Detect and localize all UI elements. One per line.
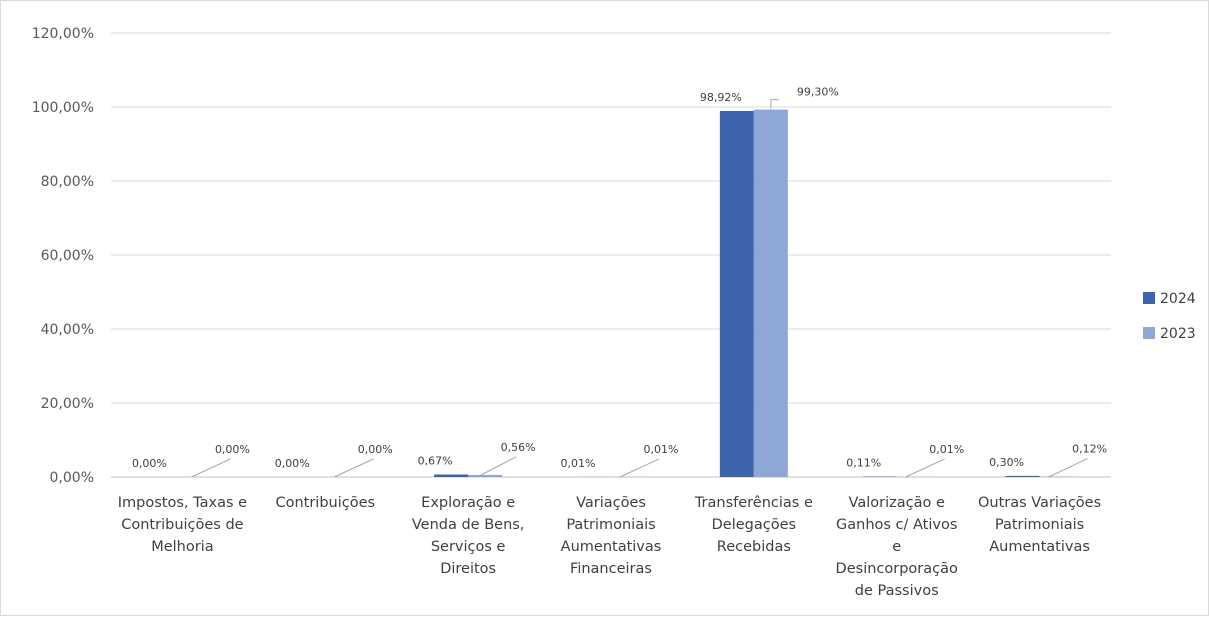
legend-label-2023[interactable]: 2023	[1160, 326, 1196, 342]
data-label-2023-0: 0,00%	[215, 443, 250, 456]
x-category-label-line: Recebidas	[717, 539, 791, 555]
x-category-label-line: e	[892, 539, 901, 555]
y-tick-label: 40,00%	[41, 322, 94, 338]
bar-2023-2[interactable]	[468, 475, 502, 477]
data-label-2023-1: 0,00%	[358, 443, 393, 456]
x-category-label-line: Valorização e	[849, 495, 945, 511]
data-label-2024-2: 0,67%	[418, 455, 453, 468]
data-label-2023-6: 0,12%	[1072, 443, 1107, 456]
x-category-label-line: Serviços e	[431, 539, 506, 555]
y-tick-label: 0,00%	[50, 470, 94, 486]
data-label-2024-4: 98,92%	[700, 91, 742, 104]
x-category-label-line: Patrimoniais	[566, 517, 655, 533]
data-label-2023-3: 0,01%	[644, 443, 679, 456]
x-category-label-line: de Passivos	[855, 583, 939, 599]
x-category-label-line: Aumentativas	[561, 539, 662, 555]
legend-label-2024[interactable]: 2024	[1160, 291, 1196, 307]
x-axis-category-labels: Impostos, Taxas e Contribuições de Melhori…	[118, 495, 1101, 599]
x-category-label: Variações Patrimoniais Aumentativas Finance…	[561, 495, 662, 577]
bar-2024-6[interactable]	[1006, 476, 1040, 477]
legend-swatch-2023[interactable]	[1143, 327, 1155, 339]
bars	[434, 110, 1073, 477]
bar-2024-2[interactable]	[434, 475, 468, 477]
data-label-2023-2: 0,56%	[501, 441, 536, 454]
x-category-label-line: Melhoria	[151, 539, 213, 555]
legend[interactable]: 2024 2023	[1143, 291, 1196, 342]
y-tick-label: 60,00%	[41, 248, 94, 264]
data-label-2024-6: 0,30%	[989, 456, 1024, 469]
x-category-label: Exploração e Venda de Bens, Serviços e Dire…	[412, 495, 525, 577]
leader-line	[906, 459, 945, 477]
x-category-label-line: Aumentativas	[989, 539, 1090, 555]
y-tick-label: 120,00%	[32, 26, 94, 42]
data-label-2024-1: 0,00%	[275, 457, 310, 470]
x-category-label-line: Direitos	[440, 561, 496, 577]
leader-line	[334, 459, 373, 477]
x-category-label: Valorização e Ganhos c/ Ativos e Desincorpo…	[836, 495, 958, 599]
x-category-label-line: Transferências e	[694, 495, 813, 511]
leader-line	[477, 457, 516, 477]
x-category-label-line: Impostos, Taxas e	[118, 495, 247, 511]
data-label-2024-5: 0,11%	[846, 457, 881, 470]
leader-line	[620, 459, 659, 477]
legend-swatch-2024[interactable]	[1143, 292, 1155, 304]
x-category-label: Impostos, Taxas e Contribuições de Melhori…	[118, 495, 247, 555]
data-labels: 0,00% 0,00% 0,00% 0,00% 0,67% 0,56% 0,01% 0,01%…	[132, 86, 1107, 477]
x-category-label-line: Desincorporação	[836, 561, 958, 577]
x-category-label-line: Outras Variações	[978, 495, 1101, 511]
x-category-label-line: Patrimoniais	[995, 517, 1084, 533]
x-category-label-line: Contribuições	[275, 495, 375, 511]
leader-line	[191, 459, 230, 477]
x-category-label-line: Ganhos c/ Ativos	[836, 517, 957, 533]
y-tick-label: 20,00%	[41, 396, 94, 412]
x-category-label: Outras Variações Patrimoniais Aumentativas	[978, 495, 1101, 555]
x-category-label-line: Variações	[576, 495, 646, 511]
x-category-label: Contribuições	[275, 495, 375, 511]
x-category-label: Transferências e Delegações Recebidas	[694, 495, 813, 555]
x-category-label-line: Exploração e	[421, 495, 515, 511]
x-category-label-line: Delegações	[712, 517, 796, 533]
x-category-label-line: Venda de Bens,	[412, 517, 525, 533]
gridlines	[111, 33, 1111, 477]
y-axis-tick-labels: 0,00% 20,00% 40,00% 60,00% 80,00% 100,00% 120,…	[32, 26, 94, 486]
data-label-2023-4: 99,30%	[797, 86, 839, 99]
data-label-2024-3: 0,01%	[561, 457, 596, 470]
bar-2023-4[interactable]	[754, 110, 788, 477]
x-category-label-line: Financeiras	[570, 561, 652, 577]
leader-line	[1049, 459, 1088, 477]
data-label-2024-0: 0,00%	[132, 457, 167, 470]
y-tick-label: 80,00%	[41, 174, 94, 190]
x-category-label-line: Contribuições de	[121, 517, 243, 533]
bar-2024-4[interactable]	[720, 111, 754, 477]
data-label-2023-5: 0,01%	[929, 443, 964, 456]
y-tick-label: 100,00%	[32, 100, 94, 116]
